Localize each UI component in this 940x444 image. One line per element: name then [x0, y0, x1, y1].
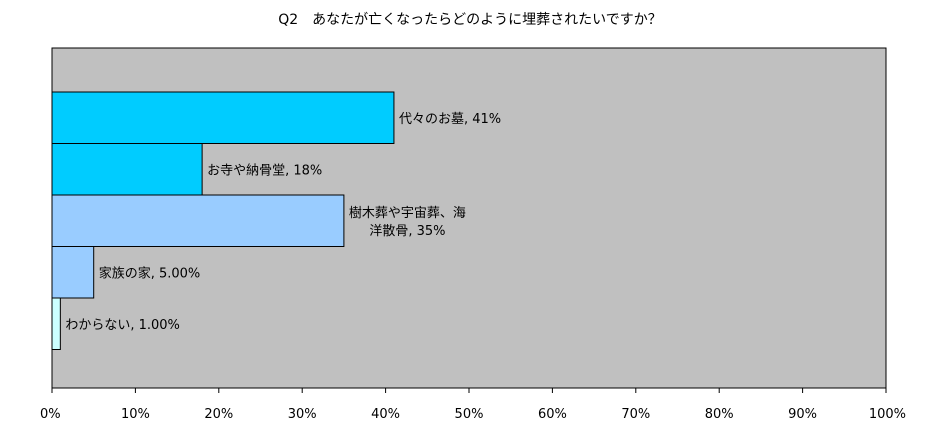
data-label-1-line-0: お寺や納骨堂, 18% — [207, 163, 322, 178]
data-label-2-line-1: 洋散骨, 35% — [369, 224, 445, 239]
x-tick-label-7: 70% — [621, 407, 650, 422]
data-label-2-line-0: 樹木葬や宇宙葬、海 — [349, 206, 466, 221]
x-tick-label-5: 50% — [455, 407, 484, 422]
data-label-3-line-0: 家族の家, 5.00% — [99, 265, 201, 281]
bar-4 — [51, 297, 61, 350]
data-label-2: 樹木葬や宇宙葬、海洋散骨, 35% — [349, 206, 466, 239]
bar-2 — [51, 194, 345, 247]
x-tick-label-2: 20% — [204, 407, 233, 422]
x-tick-label-6: 60% — [538, 407, 567, 422]
x-axis-ticks: 0% 10% 20% 30% 40% 50% 60% 70% 80% 90% 100% — [40, 388, 906, 422]
x-tick-label-0: 0% — [40, 407, 61, 422]
x-tick-label-8: 80% — [705, 407, 734, 422]
data-label-0-line-0: 代々のお墓, 41% — [399, 112, 501, 127]
bars-group — [51, 91, 395, 350]
bar-0 — [51, 91, 395, 144]
data-label-4: わからない, 1.00% — [65, 318, 180, 333]
x-tick-label-3: 30% — [288, 407, 317, 422]
data-label-1: お寺や納骨堂, 18% — [207, 163, 322, 178]
bar-3 — [51, 246, 95, 299]
x-tick-label-10: 100% — [869, 407, 906, 422]
x-tick-label-4: 40% — [371, 407, 400, 422]
x-tick-label-1: 10% — [121, 407, 150, 422]
chart-title: Q2 あなたが亡くなったらどのように埋葬されたいですか？ — [278, 12, 662, 28]
data-labels-group: 代々のお墓, 41% お寺や納骨堂, 18% 樹木葬や宇宙葬、海洋散骨, 35% 家族… — [65, 112, 501, 333]
data-label-4-line-0: わからない, 1.00% — [65, 318, 180, 333]
bar-1 — [51, 143, 203, 196]
x-tick-label-9: 90% — [788, 407, 817, 422]
data-label-0: 代々のお墓, 41% — [399, 112, 501, 127]
data-label-3: 家族の家, 5.00% — [99, 265, 201, 281]
